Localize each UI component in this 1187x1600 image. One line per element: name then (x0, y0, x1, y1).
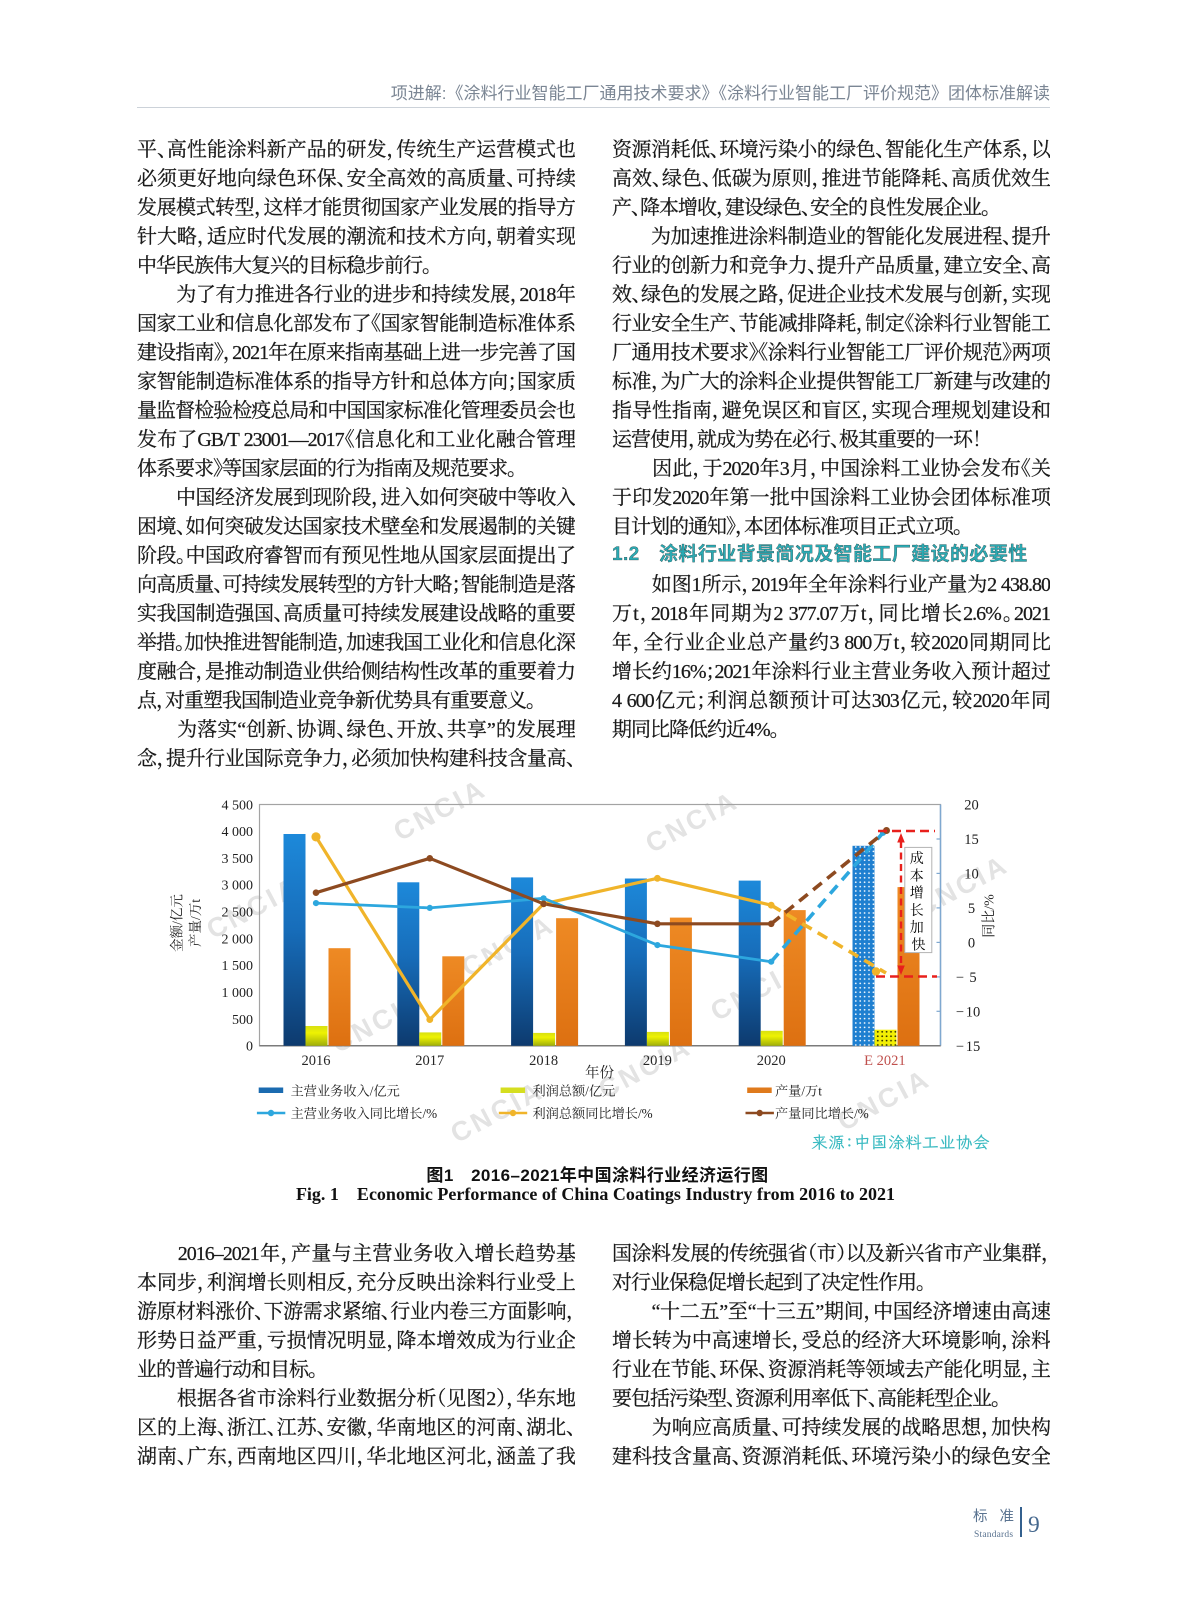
svg-text:2018: 2018 (529, 1053, 558, 1069)
svg-text:CNCIA: CNCIA (641, 785, 744, 859)
svg-text:金额/亿元: 金额/亿元 (169, 894, 185, 952)
svg-text:产量同比增长/%: 产量同比增长/% (775, 1105, 869, 1121)
svg-text:3 500: 3 500 (222, 852, 254, 867)
svg-text:10: 10 (966, 1004, 981, 1020)
svg-text:同比/%: 同比/% (982, 894, 998, 938)
svg-text:2020: 2020 (757, 1053, 786, 1069)
svg-text:2 000: 2 000 (222, 932, 254, 947)
svg-text:−: − (956, 1004, 964, 1020)
svg-text:0: 0 (968, 935, 975, 951)
svg-text:5: 5 (968, 901, 975, 917)
svg-text:2019: 2019 (643, 1053, 672, 1069)
svg-text:E 2021: E 2021 (864, 1053, 905, 1069)
svg-text:15: 15 (966, 1039, 981, 1055)
svg-text:主营业务收入/亿元: 主营业务收入/亿元 (291, 1083, 400, 1099)
svg-text:2 500: 2 500 (222, 906, 254, 921)
svg-text:主营业务收入同比增长/%: 主营业务收入同比增长/% (291, 1105, 438, 1121)
svg-text:−: − (956, 1039, 964, 1055)
svg-text:产量/万t: 产量/万t (187, 899, 203, 947)
svg-text:3 000: 3 000 (222, 879, 254, 894)
svg-text:2017: 2017 (415, 1053, 444, 1069)
svg-text:15: 15 (964, 832, 979, 848)
svg-text:0: 0 (246, 1040, 253, 1055)
svg-text:2016: 2016 (302, 1053, 331, 1069)
svg-text:年份: 年份 (585, 1064, 614, 1082)
svg-text:4 500: 4 500 (222, 798, 254, 813)
svg-text:利润总额同比增长/%: 利润总额同比增长/% (533, 1105, 653, 1121)
svg-text:产量/万t: 产量/万t (775, 1083, 822, 1099)
svg-text:10: 10 (964, 866, 979, 882)
svg-text:CNCIA: CNCIA (389, 773, 492, 847)
svg-text:1 000: 1 000 (222, 986, 254, 1001)
svg-text:20: 20 (964, 798, 979, 814)
svg-text:成 本 增 长 加 快: 成 本 增 长 加 快 (910, 850, 928, 954)
svg-text:500: 500 (232, 1013, 253, 1028)
svg-text:CNCIA: CNCIA (457, 909, 560, 983)
svg-text:4 000: 4 000 (222, 825, 254, 840)
svg-text:1 500: 1 500 (222, 959, 254, 974)
svg-text:5: 5 (969, 970, 976, 986)
svg-text:−: − (956, 970, 964, 986)
svg-text:CNCIA: CNCIA (833, 1063, 936, 1137)
svg-text:利润总额/亿元: 利润总额/亿元 (533, 1083, 616, 1099)
